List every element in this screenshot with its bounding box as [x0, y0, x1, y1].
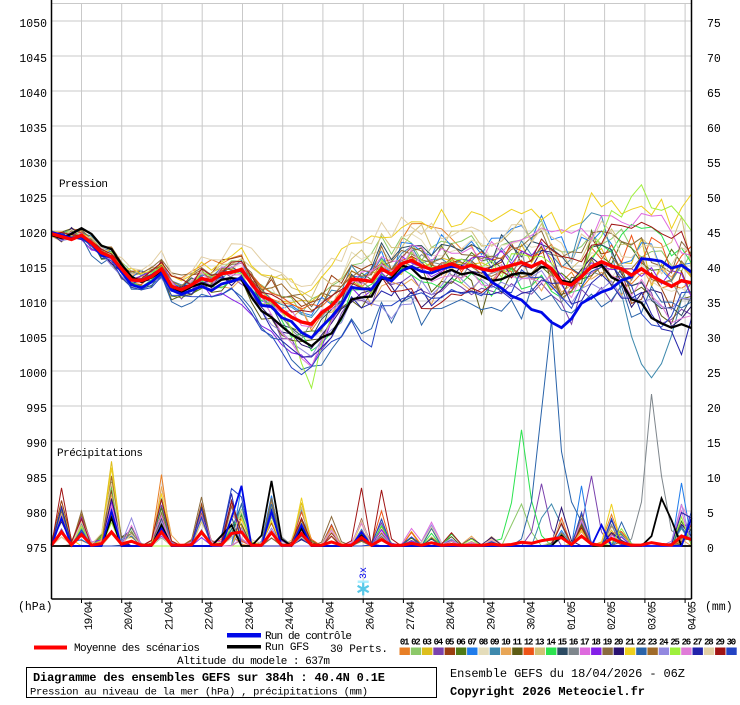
svg-text:09: 09 [490, 638, 500, 648]
svg-text:04: 04 [434, 638, 444, 648]
svg-text:10: 10 [707, 473, 721, 486]
svg-text:Run GFS: Run GFS [265, 642, 309, 654]
svg-text:1050: 1050 [19, 18, 47, 31]
svg-text:10: 10 [501, 638, 511, 648]
svg-text:70: 70 [707, 53, 721, 66]
svg-text:1030: 1030 [19, 158, 47, 171]
svg-text:Copyright 2026 Meteociel.fr: Copyright 2026 Meteociel.fr [450, 685, 645, 699]
svg-text:25: 25 [707, 368, 721, 381]
svg-text:1025: 1025 [19, 193, 47, 206]
svg-text:1010: 1010 [19, 298, 47, 311]
svg-text:5: 5 [707, 508, 714, 521]
svg-text:30: 30 [707, 333, 721, 346]
svg-text:Altitude du modele : 637m: Altitude du modele : 637m [177, 656, 330, 668]
svg-text:Pression: Pression [59, 179, 108, 191]
svg-text:3x: 3x [359, 567, 370, 579]
svg-text:28: 28 [704, 638, 714, 648]
svg-text:19/04: 19/04 [84, 601, 96, 630]
svg-text:24/04: 24/04 [285, 601, 297, 630]
svg-text:11: 11 [513, 638, 523, 648]
svg-text:02: 02 [411, 638, 421, 648]
svg-text:30/04: 30/04 [527, 601, 539, 630]
svg-text:Run de contrôle: Run de contrôle [265, 631, 352, 643]
svg-text:18: 18 [591, 638, 601, 648]
svg-text:Pression au niveau de la mer (: Pression au niveau de la mer (hPa) , pré… [30, 687, 368, 699]
svg-text:16: 16 [569, 638, 579, 648]
svg-text:28/04: 28/04 [446, 601, 458, 630]
svg-text:Précipitations: Précipitations [57, 448, 143, 460]
svg-text:1015: 1015 [19, 263, 47, 276]
svg-text:0: 0 [707, 543, 714, 556]
svg-text:23: 23 [648, 638, 658, 648]
svg-text:(hPa): (hPa) [18, 601, 53, 614]
svg-text:13: 13 [535, 638, 545, 648]
svg-text:21: 21 [625, 638, 635, 648]
svg-text:15: 15 [558, 638, 568, 648]
svg-text:990: 990 [26, 438, 47, 451]
svg-text:60: 60 [707, 123, 721, 136]
svg-text:40: 40 [707, 263, 721, 276]
svg-text:12: 12 [524, 638, 534, 648]
svg-text:30 Perts.: 30 Perts. [330, 644, 388, 656]
svg-text:1000: 1000 [19, 368, 47, 381]
svg-text:29: 29 [715, 638, 725, 648]
svg-text:24: 24 [659, 638, 669, 648]
svg-text:14: 14 [546, 638, 556, 648]
svg-text:03: 03 [422, 638, 432, 648]
svg-text:1005: 1005 [19, 333, 47, 346]
svg-text:05: 05 [445, 638, 455, 648]
svg-text:29/04: 29/04 [486, 601, 498, 630]
svg-text:26: 26 [682, 638, 692, 648]
svg-text:75: 75 [707, 18, 721, 31]
svg-text:04/05: 04/05 [688, 601, 700, 630]
svg-text:975: 975 [26, 543, 47, 556]
svg-text:02/05: 02/05 [607, 601, 619, 630]
svg-text:985: 985 [26, 473, 47, 486]
svg-text:01: 01 [400, 638, 410, 648]
svg-text:995: 995 [26, 403, 47, 416]
svg-text:980: 980 [26, 508, 47, 521]
svg-text:20/04: 20/04 [124, 601, 136, 630]
svg-text:06: 06 [456, 638, 466, 648]
svg-text:08: 08 [479, 638, 489, 648]
svg-text:27/04: 27/04 [406, 601, 418, 630]
svg-text:1035: 1035 [19, 123, 47, 136]
svg-text:Moyenne des scénarios: Moyenne des scénarios [74, 643, 200, 655]
svg-text:27: 27 [693, 638, 703, 648]
svg-text:22/04: 22/04 [205, 601, 217, 630]
svg-text:19: 19 [603, 638, 613, 648]
svg-text:03/05: 03/05 [647, 601, 659, 630]
svg-text:1045: 1045 [19, 53, 47, 66]
svg-text:50: 50 [707, 193, 721, 206]
svg-text:15: 15 [707, 438, 721, 451]
svg-text:21/04: 21/04 [165, 601, 177, 630]
svg-text:(mm): (mm) [705, 601, 733, 614]
svg-text:22: 22 [637, 638, 647, 648]
svg-text:1040: 1040 [19, 88, 47, 101]
svg-text:07: 07 [467, 638, 477, 648]
svg-text:01/05: 01/05 [567, 601, 579, 630]
svg-text:65: 65 [707, 88, 721, 101]
svg-text:23/04: 23/04 [245, 601, 257, 630]
svg-text:25: 25 [670, 638, 680, 648]
svg-text:Ensemble GEFS du 18/04/2026 -: Ensemble GEFS du 18/04/2026 - 06Z [450, 667, 685, 681]
svg-text:35: 35 [707, 298, 721, 311]
svg-text:25/04: 25/04 [325, 601, 337, 630]
svg-text:30: 30 [727, 638, 737, 648]
svg-text:17: 17 [580, 638, 590, 648]
svg-text:1020: 1020 [19, 228, 47, 241]
svg-text:20: 20 [707, 403, 721, 416]
svg-text:55: 55 [707, 158, 721, 171]
svg-text:45: 45 [707, 228, 721, 241]
svg-text:26/04: 26/04 [366, 601, 378, 630]
svg-text:20: 20 [614, 638, 624, 648]
svg-text:Diagramme des ensembles GEFS s: Diagramme des ensembles GEFS sur 384h : … [33, 671, 385, 685]
